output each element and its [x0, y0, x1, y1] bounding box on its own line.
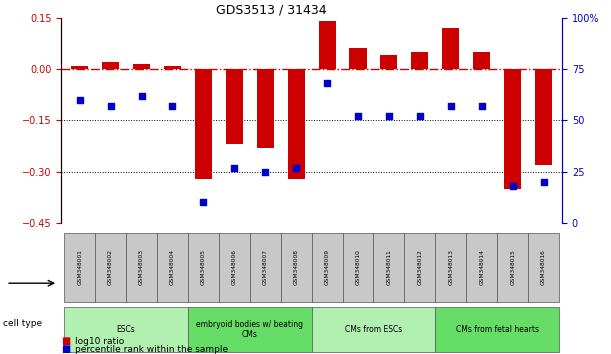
Bar	[164, 65, 181, 69]
Point	[353, 113, 363, 119]
Text: GSM348002: GSM348002	[108, 249, 113, 285]
Text: GSM348007: GSM348007	[263, 249, 268, 285]
Bar	[280, 233, 312, 302]
Text: GSM348006: GSM348006	[232, 249, 237, 285]
Text: ■: ■	[61, 336, 70, 346]
Bar	[535, 69, 552, 165]
Text: GSM348016: GSM348016	[541, 250, 546, 285]
Text: ■: ■	[61, 344, 70, 354]
Text: GSM348012: GSM348012	[417, 249, 422, 285]
Bar	[64, 307, 188, 352]
Bar	[188, 233, 219, 302]
Point	[477, 103, 486, 109]
Bar	[219, 233, 250, 302]
Bar	[473, 52, 490, 69]
Bar	[257, 69, 274, 148]
Bar	[288, 69, 305, 178]
Text: GSM348003: GSM348003	[139, 249, 144, 285]
Bar	[126, 233, 157, 302]
Bar	[157, 233, 188, 302]
Text: GSM348008: GSM348008	[294, 249, 299, 285]
Text: cell type: cell type	[3, 319, 42, 329]
Bar	[102, 62, 119, 69]
Bar	[349, 48, 367, 69]
Bar	[435, 233, 466, 302]
Text: GSM348005: GSM348005	[201, 249, 206, 285]
Point	[291, 165, 301, 170]
Bar	[373, 233, 404, 302]
Bar	[343, 233, 373, 302]
Bar	[504, 69, 521, 189]
Point	[322, 81, 332, 86]
Bar	[318, 21, 335, 69]
Text: ESCs: ESCs	[117, 325, 136, 334]
Bar	[442, 28, 459, 69]
Bar	[381, 55, 397, 69]
Text: GSM348010: GSM348010	[356, 249, 360, 285]
Bar	[312, 233, 343, 302]
Text: GSM348015: GSM348015	[510, 249, 515, 285]
Point	[75, 97, 84, 103]
Text: GSM348004: GSM348004	[170, 249, 175, 285]
Bar	[466, 233, 497, 302]
Point	[384, 113, 394, 119]
Title: GDS3513 / 31434: GDS3513 / 31434	[216, 4, 327, 17]
Bar	[497, 233, 528, 302]
Point	[260, 169, 270, 175]
Point	[415, 113, 425, 119]
Bar	[528, 233, 559, 302]
Bar	[188, 307, 312, 352]
Bar	[71, 65, 88, 69]
Text: GSM348011: GSM348011	[386, 250, 392, 285]
Bar	[95, 233, 126, 302]
Text: embryoid bodies w/ beating
CMs: embryoid bodies w/ beating CMs	[196, 320, 303, 339]
Bar	[133, 64, 150, 69]
Text: percentile rank within the sample: percentile rank within the sample	[75, 345, 228, 354]
Text: GSM348001: GSM348001	[77, 249, 82, 285]
Text: log10 ratio: log10 ratio	[75, 337, 124, 346]
Bar	[226, 69, 243, 144]
Text: CMs from ESCs: CMs from ESCs	[345, 325, 402, 334]
Point	[508, 183, 518, 189]
Point	[106, 103, 115, 109]
Bar	[404, 233, 435, 302]
Bar	[250, 233, 280, 302]
Bar	[435, 307, 559, 352]
Text: GSM348009: GSM348009	[324, 249, 329, 285]
Text: CMs from fetal hearts: CMs from fetal hearts	[456, 325, 539, 334]
Bar	[64, 233, 95, 302]
Bar	[312, 307, 435, 352]
Point	[137, 93, 147, 98]
Text: GSM348013: GSM348013	[448, 249, 453, 285]
Bar	[411, 52, 428, 69]
Point	[167, 103, 177, 109]
Point	[446, 103, 456, 109]
Bar	[195, 69, 212, 178]
Text: GSM348014: GSM348014	[479, 249, 484, 285]
Point	[539, 179, 549, 185]
Point	[199, 200, 208, 205]
Point	[229, 165, 239, 170]
